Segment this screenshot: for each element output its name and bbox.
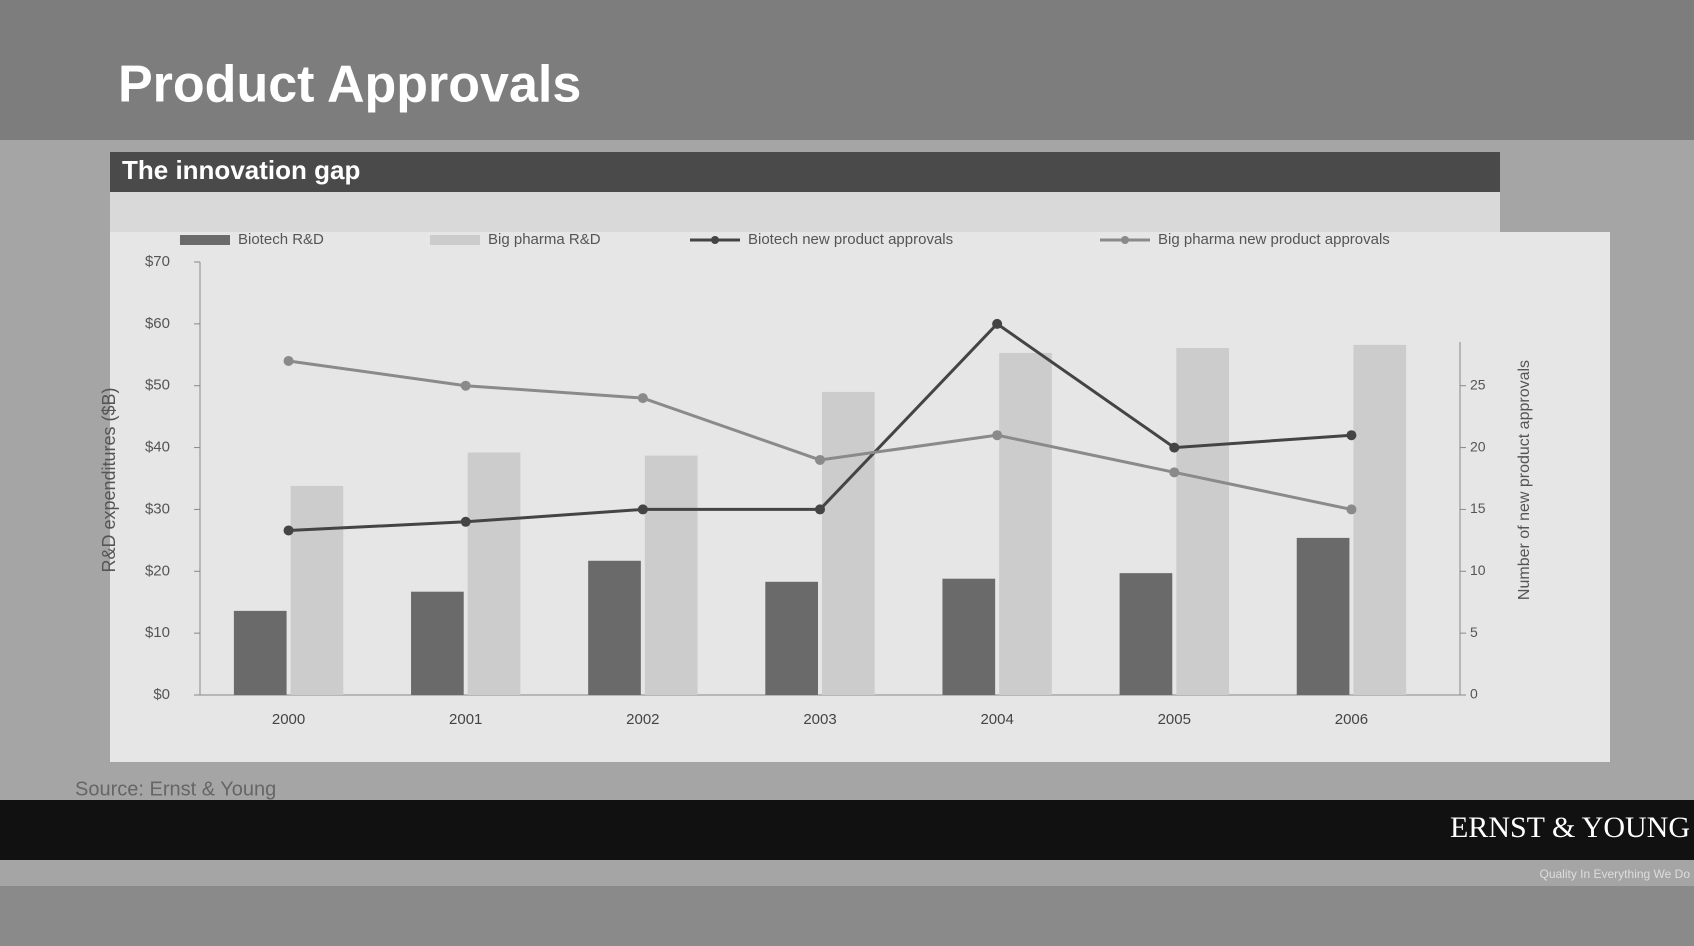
line-marker xyxy=(1169,467,1180,478)
line-marker xyxy=(815,454,825,465)
y2-tick-label: 15 xyxy=(1470,500,1486,516)
bar xyxy=(765,581,818,695)
bar xyxy=(1353,344,1407,695)
line-marker xyxy=(992,430,1003,441)
legend-swatch xyxy=(180,235,230,245)
legend-marker xyxy=(1121,236,1129,244)
bar xyxy=(999,352,1052,695)
x-tick-label: 2006 xyxy=(1335,711,1368,728)
line-marker xyxy=(637,504,648,515)
legend-label: Biotech R&D xyxy=(238,231,324,248)
bar xyxy=(411,591,464,695)
line-marker xyxy=(637,393,648,404)
legend-swatch xyxy=(430,235,480,245)
bar xyxy=(1176,347,1229,695)
y-tick-label: $10 xyxy=(145,624,170,641)
x-tick-label: 2005 xyxy=(1158,711,1191,728)
y-tick-label: $40 xyxy=(145,439,170,456)
bottom-band xyxy=(0,886,1694,946)
legend-label: Biotech new product approvals xyxy=(748,231,953,248)
y-axis-label: R&D expenditures ($B) xyxy=(99,387,119,572)
y-tick-label: $50 xyxy=(145,377,170,394)
bar xyxy=(1119,573,1173,695)
line-marker xyxy=(1346,430,1357,441)
y-tick-label: $20 xyxy=(145,562,170,579)
y2-tick-label: 5 xyxy=(1470,624,1478,640)
y-tick-label: $70 xyxy=(145,253,170,270)
x-tick-label: 2000 xyxy=(272,711,305,728)
legend-label: Big pharma new product approvals xyxy=(1158,231,1390,248)
line-marker xyxy=(283,355,294,366)
line-marker xyxy=(992,318,1003,329)
bar xyxy=(290,485,344,695)
footer-band xyxy=(0,800,1694,860)
y2-tick-label: 10 xyxy=(1470,562,1486,578)
slide-title: Product Approvals xyxy=(118,56,581,114)
bar xyxy=(644,455,698,695)
y-tick-label: $30 xyxy=(145,500,170,517)
legend-marker xyxy=(711,236,719,244)
bar xyxy=(233,610,287,695)
logo-name: ERNST & YOUNG xyxy=(1450,811,1690,844)
line-marker xyxy=(460,516,471,527)
y2-tick-label: 0 xyxy=(1470,686,1478,702)
x-tick-label: 2002 xyxy=(626,711,659,728)
line-marker xyxy=(1346,504,1357,515)
bar xyxy=(588,560,641,695)
y2-tick-label: 25 xyxy=(1470,376,1486,392)
bar xyxy=(467,452,521,695)
source-note: Source: Ernst & Young xyxy=(75,778,276,800)
subtitle: The innovation gap xyxy=(122,155,360,185)
bar xyxy=(942,578,996,695)
header-band xyxy=(0,0,1694,140)
line-marker xyxy=(815,504,825,515)
bar xyxy=(1296,537,1350,695)
legend-label: Big pharma R&D xyxy=(488,231,601,248)
line-marker xyxy=(1169,442,1180,453)
y-tick-label: $60 xyxy=(145,315,170,332)
bar xyxy=(822,391,875,695)
y2-axis-label: Number of new product approvals xyxy=(1516,360,1533,600)
y-tick-label: $0 xyxy=(153,686,170,703)
x-tick-label: 2001 xyxy=(449,711,482,728)
x-tick-label: 2003 xyxy=(803,711,836,728)
line-marker xyxy=(460,380,471,391)
line-marker xyxy=(283,525,294,536)
y2-tick-label: 20 xyxy=(1470,438,1486,454)
subtitle-band xyxy=(110,152,1500,192)
logo-tagline: Quality In Everything We Do xyxy=(1539,867,1690,881)
x-tick-label: 2004 xyxy=(980,711,1013,728)
